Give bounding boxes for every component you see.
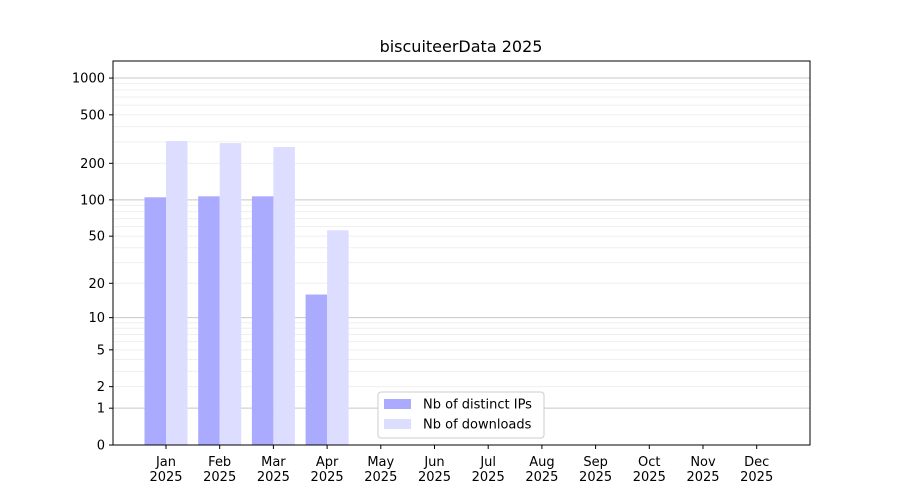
x-tick-label: 2025 xyxy=(311,470,344,485)
x-tick-label: Oct xyxy=(638,455,660,470)
bar-ips xyxy=(144,197,166,445)
legend-swatch xyxy=(384,399,411,409)
x-tick-label: 2025 xyxy=(579,470,612,485)
x-tick-label: Jul xyxy=(479,455,496,470)
x-tick-label: Jun xyxy=(423,455,444,470)
bar-downloads xyxy=(273,147,295,445)
x-tick-label: Apr xyxy=(316,455,339,470)
x-tick-label: 2025 xyxy=(472,470,505,485)
x-tick-label: Nov xyxy=(690,455,716,470)
legend-label: Nb of downloads xyxy=(423,418,532,433)
bar-ips xyxy=(198,196,220,445)
x-tick-label: Aug xyxy=(529,455,554,470)
y-tick-label: 200 xyxy=(80,157,105,172)
plot-frame xyxy=(112,60,811,446)
y-tick-label: 1 xyxy=(97,402,105,417)
y-tick-label: 2 xyxy=(97,380,105,395)
y-tick-label: 100 xyxy=(80,193,105,208)
x-tick-label: 2025 xyxy=(418,470,451,485)
x-tick-label: 2025 xyxy=(686,470,719,485)
legend-label: Nb of distinct IPs xyxy=(423,398,532,413)
y-tick-label: 5 xyxy=(97,343,105,358)
x-tick-label: Sep xyxy=(583,455,608,470)
x-tick-label: 2025 xyxy=(364,470,397,485)
y-tick-label: 1000 xyxy=(72,72,105,87)
x-tick-label: Mar xyxy=(261,455,286,470)
x-tick-label: 2025 xyxy=(149,470,182,485)
x-tick-label: Feb xyxy=(208,455,231,470)
y-tick-label: 50 xyxy=(88,230,105,245)
legend-swatch xyxy=(384,419,411,429)
legend: Nb of distinct IPs Nb of downloads xyxy=(377,391,545,439)
y-tick-label: 0 xyxy=(97,439,105,454)
bar-downloads xyxy=(219,143,242,445)
chart-title: biscuiteerData 2025 xyxy=(380,37,543,56)
legend-box xyxy=(377,391,545,439)
x-tick-label: 2025 xyxy=(203,470,236,485)
y-tick-label: 10 xyxy=(88,311,105,326)
x-tick-label: 2025 xyxy=(257,470,290,485)
bar-ips xyxy=(251,196,274,445)
bar-ips xyxy=(305,294,328,445)
y-tick-label: 500 xyxy=(80,108,105,123)
y-tick-label: 20 xyxy=(88,277,105,292)
x-tick-label: 2025 xyxy=(740,470,773,485)
bar-downloads xyxy=(327,230,349,445)
x-tick-label: May xyxy=(367,455,394,470)
bar-downloads xyxy=(166,140,188,445)
x-tick-label: Dec xyxy=(744,455,769,470)
x-tick-label: Jan xyxy=(155,455,176,470)
x-tick-label: 2025 xyxy=(525,470,558,485)
x-tick-label: 2025 xyxy=(633,470,666,485)
